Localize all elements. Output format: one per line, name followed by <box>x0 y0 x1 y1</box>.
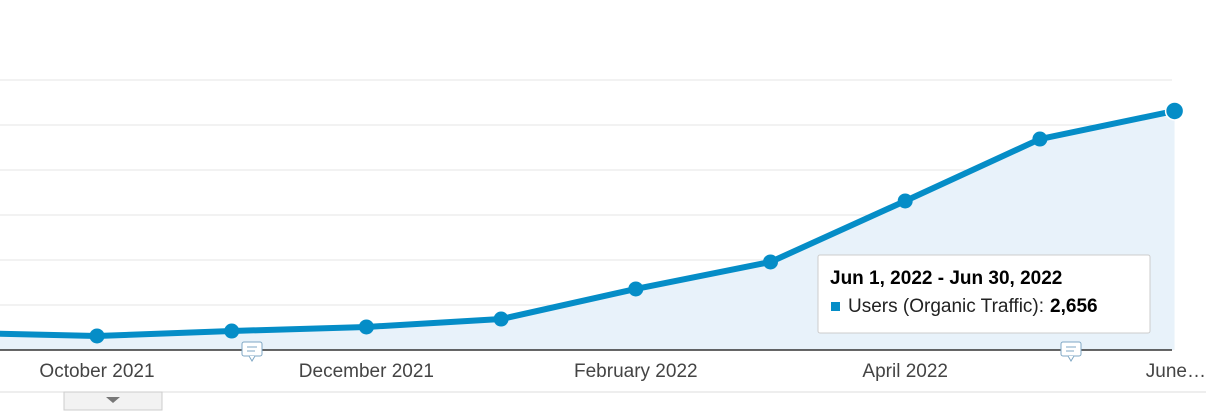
point[interactable] <box>1164 101 1185 121</box>
point[interactable] <box>89 328 105 344</box>
tooltip-box <box>817 254 1151 334</box>
tooltip-value: 2,656 <box>1050 296 1098 317</box>
x-tick-label: April 2022 <box>862 361 948 382</box>
x-tick-label: February 2022 <box>574 361 698 382</box>
point[interactable] <box>763 254 778 270</box>
point[interactable] <box>493 311 509 327</box>
annotation-icon <box>1060 341 1082 362</box>
point[interactable] <box>628 281 644 297</box>
point[interactable] <box>1032 131 1048 147</box>
point[interactable] <box>897 193 913 209</box>
tooltip-label: Users (Organic Traffic): <box>848 296 1044 317</box>
point[interactable] <box>358 319 374 335</box>
tooltip-title: Jun 1, 2022 - Jun 30, 2022 <box>830 268 1062 289</box>
tooltip-swatch <box>831 302 840 311</box>
dropdown-tab[interactable] <box>63 391 163 411</box>
tooltip-text: Users (Organic Traffic): 2,656 <box>848 296 1098 317</box>
line <box>0 108 1176 339</box>
tooltip: Jun 1, 2022 - Jun 30, 2022 Users (Organic… <box>817 254 1151 334</box>
x-tick-label: October 2021 <box>39 361 154 382</box>
x-tick-label: December 2021 <box>299 361 434 382</box>
x-tick-label: June… <box>1146 361 1206 382</box>
point[interactable] <box>224 323 240 339</box>
annotation-icon <box>241 341 263 362</box>
